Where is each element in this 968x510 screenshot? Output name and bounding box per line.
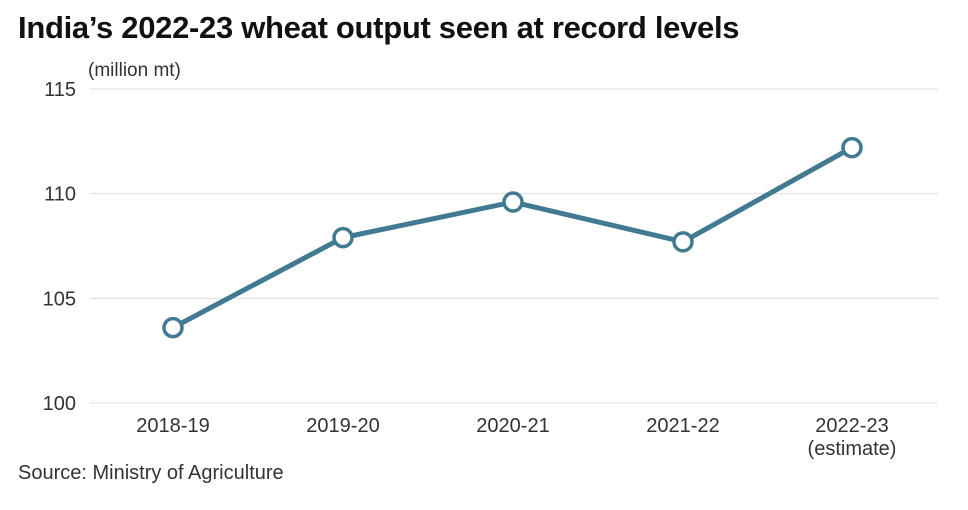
y-axis-ticks: 100 105 110 115	[43, 79, 76, 415]
y-tick-label: 105	[43, 288, 76, 310]
chart-title: India’s 2022-23 wheat output seen at rec…	[18, 10, 740, 45]
x-tick-label: 2020-21	[476, 415, 549, 437]
x-tick-label: 2019-20	[306, 415, 379, 437]
x-tick-label: 2022-23	[815, 415, 888, 437]
data-markers	[162, 136, 863, 339]
y-tick-label: 110	[44, 184, 76, 206]
data-point	[332, 226, 354, 249]
y-axis-unit-label: (million mt)	[88, 60, 181, 81]
x-tick-label: (estimate)	[808, 438, 897, 460]
x-tick-label: 2018-19	[136, 415, 209, 437]
data-point	[672, 231, 694, 253]
x-axis-ticks: 2018-19 2019-20 2020-21 2021-22 2022-23(esti…	[136, 415, 896, 460]
data-point	[502, 191, 524, 213]
data-series	[170, 145, 855, 331]
data-point	[841, 136, 863, 159]
gridlines	[90, 88, 938, 404]
data-point	[162, 316, 184, 339]
series-line	[170, 145, 855, 331]
source-note: Source: Ministry of Agriculture	[18, 462, 284, 484]
y-tick-label: 100	[43, 393, 76, 415]
x-tick-label: 2021-22	[646, 415, 719, 437]
y-tick-label: 115	[44, 79, 76, 101]
